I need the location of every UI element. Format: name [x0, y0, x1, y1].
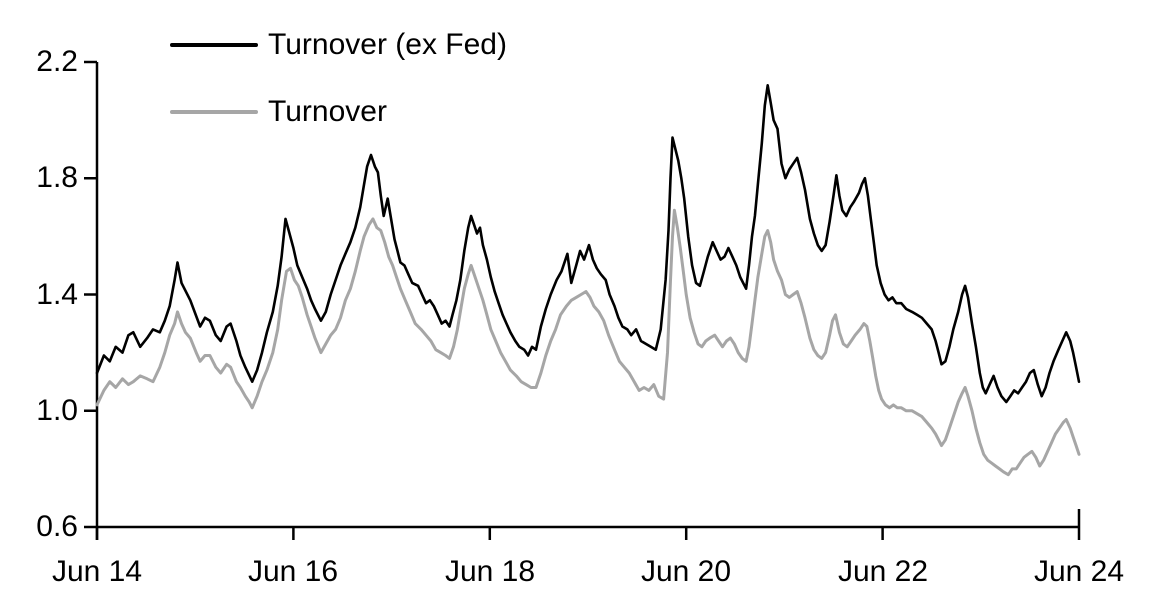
x-tick-label-jun22: Jun 22 — [837, 555, 929, 588]
x-tick-label-jun20: Jun 20 — [640, 555, 732, 588]
x-tick-label-jun14: Jun 14 — [51, 555, 143, 588]
x-tick-label-jun16: Jun 16 — [247, 555, 339, 588]
y-tick-label-2.2: 2.2 — [36, 45, 78, 78]
legend-item-turnover: Turnover — [170, 95, 387, 129]
legend-label-turnover-ex-fed: Turnover (ex Fed) — [268, 28, 507, 61]
legend-label-turnover: Turnover — [268, 95, 387, 128]
y-tick-label-0.6: 0.6 — [36, 510, 78, 543]
y-tick-label-1.4: 1.4 — [36, 278, 78, 311]
y-tick-label-1.8: 1.8 — [36, 161, 78, 194]
series-line-turnover-ex-fed — [95, 84, 1081, 404]
legend-swatch-turnover — [170, 110, 258, 114]
x-tick-label-jun18: Jun 18 — [444, 555, 536, 588]
legend-swatch-turnover-ex-fed — [170, 43, 258, 47]
y-tick-label-1.0: 1.0 — [36, 394, 78, 427]
series-line-turnover — [95, 208, 1081, 477]
x-tick-label-jun24: Jun 24 — [1033, 555, 1125, 588]
legend-item-turnover-ex-fed: Turnover (ex Fed) — [170, 28, 507, 62]
